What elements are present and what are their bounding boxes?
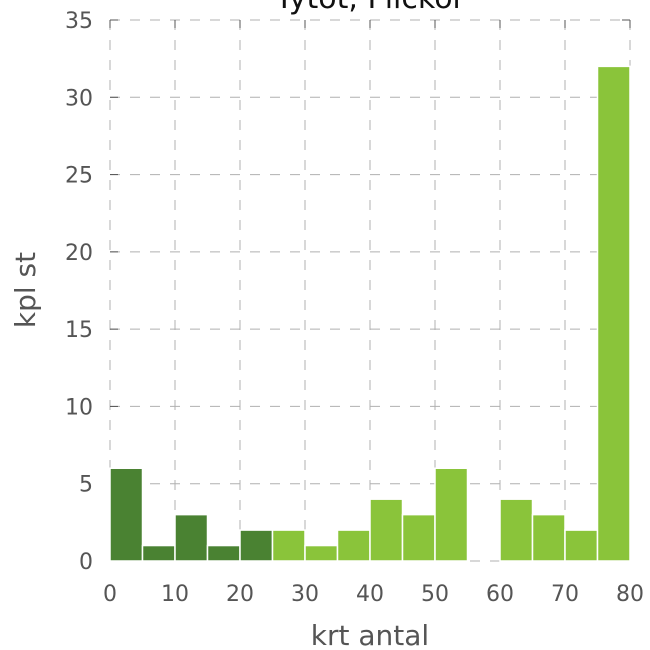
x-tick-label: 10	[161, 582, 189, 607]
histogram-bar	[369, 498, 404, 562]
y-tick-label: 35	[65, 9, 93, 34]
y-tick-labels: 0 5 10 15 20 25 30 35	[65, 9, 93, 575]
histogram-bar	[304, 544, 339, 562]
histogram-bar	[564, 529, 599, 562]
y-tick-label: 15	[65, 318, 93, 343]
y-tick-label: 0	[79, 550, 93, 575]
histogram-bar	[434, 467, 469, 562]
x-tick-label: 0	[103, 582, 117, 607]
x-tick-label: 20	[226, 582, 254, 607]
x-tick-label: 80	[616, 582, 644, 607]
chart-title: Tytöt, Flickor	[274, 0, 465, 16]
histogram-bar	[109, 467, 144, 562]
histogram-bar	[206, 544, 241, 562]
grid	[109, 19, 631, 562]
y-tick-label: 20	[65, 241, 93, 266]
x-axis-title: krt antal	[311, 619, 429, 650]
y-axis-title: kpl st	[9, 252, 42, 328]
histogram-bar	[336, 529, 371, 562]
x-tick-label: 60	[486, 582, 514, 607]
histogram-bar	[531, 513, 566, 562]
y-tick-label: 10	[65, 395, 93, 420]
histogram-bar	[141, 544, 176, 562]
histogram-bar	[174, 513, 209, 562]
histogram-bar	[271, 529, 306, 562]
y-tick-label: 30	[65, 86, 93, 111]
histogram-bar	[499, 498, 534, 562]
y-tick-label: 5	[79, 473, 93, 498]
x-tick-label: 30	[291, 582, 319, 607]
histogram-bar	[401, 513, 436, 562]
x-tick-labels: 0 10 20 30 40 50 60 70 80	[103, 582, 644, 607]
bars	[109, 65, 631, 562]
histogram-bar	[596, 65, 631, 562]
x-tick-label: 70	[551, 582, 579, 607]
x-tick-label: 40	[356, 582, 384, 607]
histogram-bar	[239, 529, 274, 562]
y-tick-label: 25	[65, 164, 93, 189]
x-tick-label: 50	[421, 582, 449, 607]
